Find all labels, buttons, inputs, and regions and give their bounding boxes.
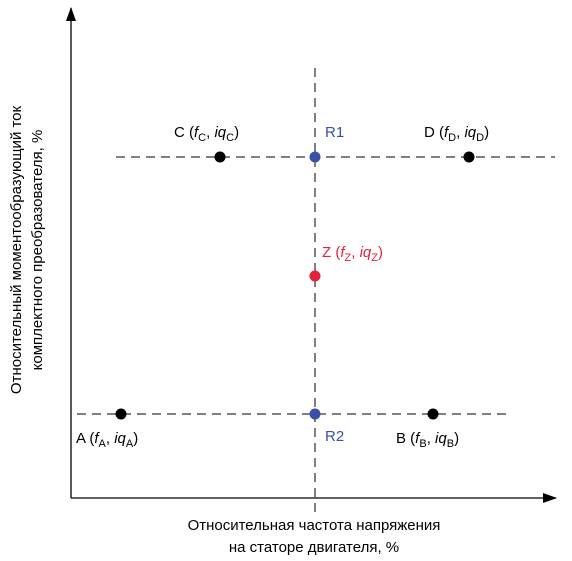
point-d: [463, 151, 475, 163]
y-axis-title-line2: комплектного преобразователя, %: [29, 130, 46, 371]
point-r1: [309, 151, 321, 163]
point-a: [115, 408, 127, 420]
point-z: [309, 270, 321, 282]
label-d: D (fD, iqD): [424, 124, 489, 144]
point-c: [214, 151, 226, 163]
y-axis-title-line1: Относительный моментообразующий ток: [8, 105, 25, 394]
x-axis-title-line2: на статоре двигателя, %: [229, 539, 399, 556]
label-r2: R2: [325, 428, 344, 445]
label-z: Z (fZ, iqZ): [322, 244, 383, 264]
label-a: A (fA, iqA): [76, 430, 138, 450]
point-r2: [309, 408, 321, 420]
label-r1: R1: [325, 124, 344, 141]
label-b: B (fB, iqB): [396, 430, 459, 450]
x-axis-title-line1: Относительная частота напряжения: [188, 517, 441, 534]
label-c: C (fC, iqC): [174, 124, 239, 144]
point-b: [427, 408, 439, 420]
